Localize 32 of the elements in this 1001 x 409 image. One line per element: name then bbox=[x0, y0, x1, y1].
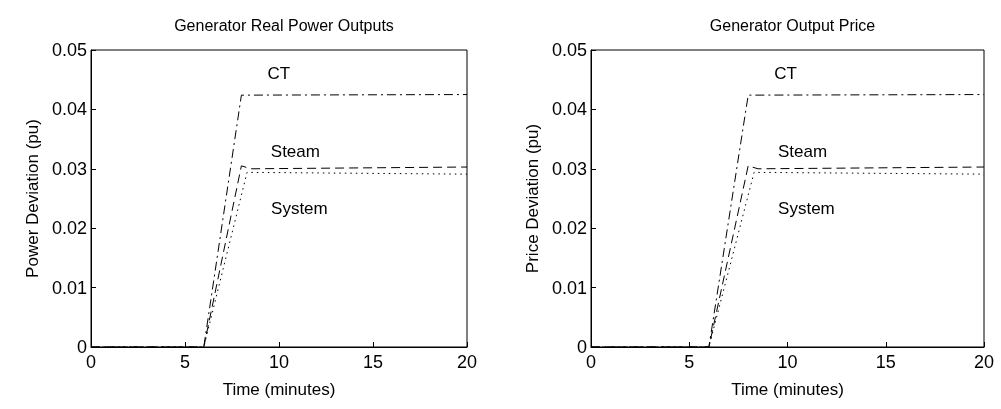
chart-title: Generator Output Price bbox=[709, 16, 876, 34]
y-tick-label: 0.02 bbox=[51, 218, 87, 239]
series-label: Steam bbox=[270, 141, 320, 161]
x-axis-title: Time (minutes) bbox=[222, 380, 336, 399]
y-tick-label: 0.01 bbox=[51, 277, 87, 298]
x-tick-label: 5 bbox=[684, 352, 695, 372]
x-axis-title: Time (minutes) bbox=[731, 380, 844, 399]
x-tick-label: 20 bbox=[973, 352, 995, 372]
x-tick-label: 10 bbox=[777, 352, 798, 372]
y-tick-label: 0.04 bbox=[51, 99, 87, 120]
y-tick-label: 0.03 bbox=[551, 158, 587, 179]
y-tick-label: 0.05 bbox=[51, 40, 87, 60]
y-tick-label: 0.01 bbox=[551, 277, 587, 298]
x-tick-label: 15 bbox=[362, 352, 384, 372]
series-label: System bbox=[271, 199, 328, 219]
y-tick-label: 0.03 bbox=[51, 158, 87, 179]
y-tick-label: 0.05 bbox=[551, 40, 587, 60]
y-axis-title: Price Deviation (pu) bbox=[523, 123, 543, 274]
chart-title: Generator Real Power Outputs bbox=[174, 16, 394, 34]
series-label: CT bbox=[267, 64, 291, 84]
x-tick-label: 10 bbox=[268, 352, 290, 372]
x-tick-label: 5 bbox=[179, 352, 191, 372]
series-label: Steam bbox=[778, 141, 828, 161]
series-label: CT bbox=[774, 64, 797, 84]
y-tick-label: 0.02 bbox=[551, 218, 587, 239]
y-tick-label: 0.04 bbox=[551, 99, 587, 120]
y-axis-title: Power Deviation (pu) bbox=[23, 119, 43, 278]
series-label: System bbox=[778, 199, 835, 219]
y-tick-label: 0 bbox=[576, 337, 587, 357]
x-tick-label: 20 bbox=[456, 352, 478, 372]
y-tick-label: 0 bbox=[76, 337, 87, 357]
x-tick-label: 15 bbox=[875, 352, 896, 372]
